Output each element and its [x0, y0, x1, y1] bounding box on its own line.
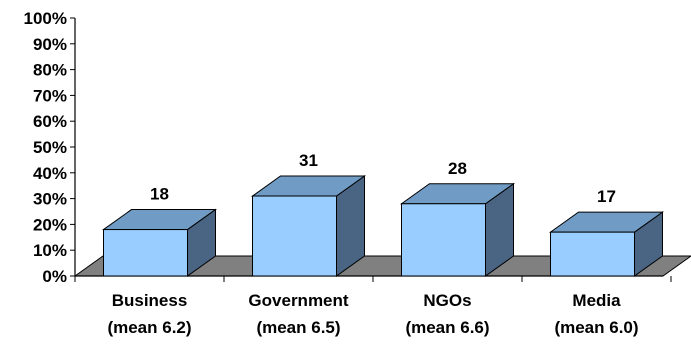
y-tick-label: 90%	[33, 35, 67, 54]
category-label: (mean 6.2)	[107, 318, 191, 337]
y-tick-label: 50%	[33, 138, 67, 157]
category-label: Media	[572, 291, 621, 310]
y-tick-label: 60%	[33, 112, 67, 131]
category-label: NGOs	[423, 291, 471, 310]
bar	[548, 211, 665, 277]
y-tick-label: 0%	[42, 267, 67, 286]
y-tick-label: 100%	[24, 9, 67, 28]
bar-front-face	[401, 203, 486, 277]
y-tick-label: 40%	[33, 164, 67, 183]
category-label: (mean 6.0)	[554, 318, 638, 337]
bar-front-face	[252, 195, 337, 277]
bar-front-face	[103, 229, 188, 277]
category-label: Government	[248, 291, 348, 310]
y-tick-label: 70%	[33, 86, 67, 105]
y-tick-label: 30%	[33, 190, 67, 209]
y-tick-label: 80%	[33, 61, 67, 80]
bar-front-face	[550, 231, 635, 277]
data-label: 18	[150, 185, 169, 204]
data-label: 31	[299, 151, 318, 170]
y-tick-label: 10%	[33, 241, 67, 260]
category-label: (mean 6.6)	[405, 318, 489, 337]
bar	[101, 208, 218, 277]
category-label: (mean 6.5)	[256, 318, 340, 337]
bar	[399, 182, 516, 277]
y-tick-label: 20%	[33, 215, 67, 234]
data-label: 17	[597, 187, 616, 206]
category-label: Business	[112, 291, 188, 310]
bar	[250, 175, 367, 277]
data-label: 28	[448, 159, 467, 178]
